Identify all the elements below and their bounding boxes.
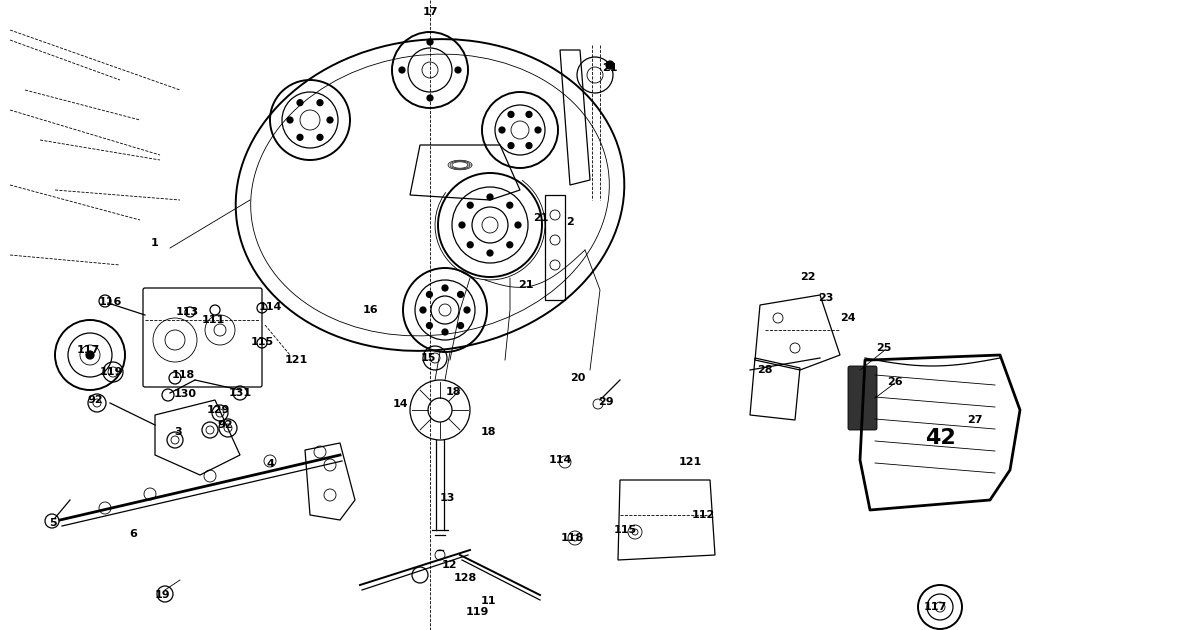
Text: 113: 113 xyxy=(175,307,198,317)
Text: 114: 114 xyxy=(548,455,571,465)
Text: 13: 13 xyxy=(439,493,455,503)
Text: 25: 25 xyxy=(876,343,892,353)
Text: 21: 21 xyxy=(602,63,618,73)
Circle shape xyxy=(487,250,493,256)
Circle shape xyxy=(442,285,448,291)
Circle shape xyxy=(455,67,461,73)
Text: 12: 12 xyxy=(442,560,457,570)
Text: 128: 128 xyxy=(454,573,476,583)
Text: 27: 27 xyxy=(967,415,983,425)
Circle shape xyxy=(287,117,293,123)
Circle shape xyxy=(464,307,470,313)
Text: 22: 22 xyxy=(800,272,816,282)
Text: 92: 92 xyxy=(88,395,103,405)
Circle shape xyxy=(458,222,466,228)
Circle shape xyxy=(606,61,614,69)
Circle shape xyxy=(457,292,463,297)
Circle shape xyxy=(526,142,532,149)
Circle shape xyxy=(420,307,426,313)
Text: 21: 21 xyxy=(533,213,548,223)
Text: 111: 111 xyxy=(202,315,224,325)
Circle shape xyxy=(508,142,514,149)
Circle shape xyxy=(506,242,512,248)
Circle shape xyxy=(467,242,473,248)
Text: 1: 1 xyxy=(151,238,158,248)
Text: 5: 5 xyxy=(49,518,56,528)
Text: 20: 20 xyxy=(570,373,586,383)
Text: 92: 92 xyxy=(217,420,233,430)
Text: 118: 118 xyxy=(560,533,583,543)
Text: 118: 118 xyxy=(172,370,194,380)
Circle shape xyxy=(326,117,334,123)
Text: 19: 19 xyxy=(155,590,170,600)
Text: 17: 17 xyxy=(422,7,438,17)
Text: 121: 121 xyxy=(284,355,307,365)
Text: 119: 119 xyxy=(466,607,488,617)
Circle shape xyxy=(535,127,541,133)
Text: 14: 14 xyxy=(392,399,408,409)
Circle shape xyxy=(526,112,532,117)
Text: 119: 119 xyxy=(100,367,122,377)
Text: 28: 28 xyxy=(757,365,773,375)
Circle shape xyxy=(426,292,432,297)
Circle shape xyxy=(317,134,323,140)
Text: 117: 117 xyxy=(923,602,947,612)
Text: 116: 116 xyxy=(98,297,121,307)
Text: 2: 2 xyxy=(566,217,574,227)
Circle shape xyxy=(398,67,406,73)
Text: 6: 6 xyxy=(130,529,137,539)
Circle shape xyxy=(298,100,302,106)
Text: 115: 115 xyxy=(613,525,636,535)
Circle shape xyxy=(298,134,302,140)
Text: 129: 129 xyxy=(206,405,229,415)
Text: 117: 117 xyxy=(77,345,100,355)
Text: 15: 15 xyxy=(420,353,436,363)
Text: 29: 29 xyxy=(598,397,614,407)
Text: 42: 42 xyxy=(925,428,955,448)
Text: 130: 130 xyxy=(174,389,197,399)
Text: 21: 21 xyxy=(518,280,534,290)
Circle shape xyxy=(515,222,521,228)
Circle shape xyxy=(457,323,463,329)
Text: 121: 121 xyxy=(678,457,702,467)
Circle shape xyxy=(487,194,493,200)
Circle shape xyxy=(467,202,473,208)
Circle shape xyxy=(86,351,94,359)
Text: 24: 24 xyxy=(840,313,856,323)
Circle shape xyxy=(426,323,432,329)
Text: 115: 115 xyxy=(251,337,274,347)
Text: 4: 4 xyxy=(266,459,274,469)
Text: 16: 16 xyxy=(362,305,378,315)
Text: 3: 3 xyxy=(174,427,182,437)
Circle shape xyxy=(499,127,505,133)
Circle shape xyxy=(442,329,448,335)
Circle shape xyxy=(508,112,514,117)
Circle shape xyxy=(427,39,433,45)
Circle shape xyxy=(427,95,433,101)
Text: 112: 112 xyxy=(691,510,715,520)
Text: 18: 18 xyxy=(480,427,496,437)
Text: 114: 114 xyxy=(258,302,282,312)
Text: 18: 18 xyxy=(445,387,461,397)
FancyBboxPatch shape xyxy=(848,366,877,430)
Circle shape xyxy=(317,100,323,106)
Text: 26: 26 xyxy=(887,377,902,387)
Text: 23: 23 xyxy=(818,293,834,303)
Circle shape xyxy=(506,202,512,208)
Text: 131: 131 xyxy=(228,388,252,398)
Text: 11: 11 xyxy=(480,596,496,606)
